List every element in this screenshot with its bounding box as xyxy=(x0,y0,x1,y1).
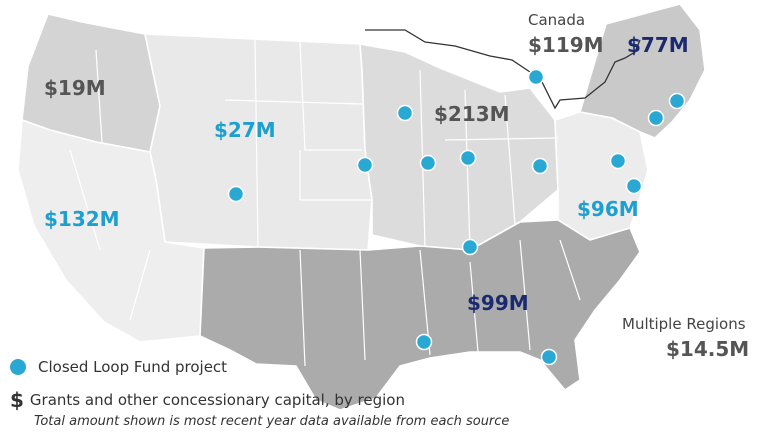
project-marker[interactable] xyxy=(609,152,627,170)
canada-label: Canada xyxy=(528,11,585,29)
multiple-regions-label: Multiple Regions xyxy=(622,315,746,333)
legend-marker-label: Closed Loop Fund project xyxy=(38,358,228,376)
project-marker[interactable] xyxy=(668,92,686,110)
dollar-icon: $ xyxy=(10,388,24,412)
canada-border xyxy=(365,29,641,110)
legend-note: Total amount shown is most recent year d… xyxy=(34,414,510,429)
region-mid-atlantic xyxy=(554,111,649,241)
project-dot-icon xyxy=(10,359,26,375)
amount-west: $132M xyxy=(44,207,120,231)
amount-mid-atlantic: $96M xyxy=(577,197,639,221)
project-marker[interactable] xyxy=(356,156,374,174)
legend: Closed Loop Fund project $ Grants and ot… xyxy=(10,358,570,429)
project-marker[interactable] xyxy=(531,157,549,175)
amount-northeast: $77M xyxy=(627,33,689,57)
project-marker[interactable] xyxy=(396,104,414,122)
region-plains xyxy=(144,33,373,251)
project-marker[interactable] xyxy=(527,68,545,86)
project-markers xyxy=(227,68,686,366)
legend-dollar-label: Grants and other concessionary capital, … xyxy=(29,391,405,409)
amount-plains: $27M xyxy=(214,118,276,142)
region-southeast xyxy=(199,219,641,411)
amount-multiple-regions: $14.5M xyxy=(666,337,749,361)
project-marker[interactable] xyxy=(647,109,665,127)
project-marker[interactable] xyxy=(415,333,433,351)
amount-southeast: $99M xyxy=(467,291,529,315)
legend-dollar-row: $ Grants and other concessionary capital… xyxy=(10,388,570,412)
project-marker[interactable] xyxy=(540,348,558,366)
amount-canada: $119M xyxy=(528,33,604,57)
amount-midwest: $213M xyxy=(434,102,510,126)
project-marker[interactable] xyxy=(459,149,477,167)
project-marker[interactable] xyxy=(419,154,437,172)
amount-northwest: $19M xyxy=(44,76,106,100)
project-marker[interactable] xyxy=(461,238,479,256)
legend-marker-row: Closed Loop Fund project xyxy=(10,358,570,376)
project-marker[interactable] xyxy=(625,177,643,195)
project-marker[interactable] xyxy=(227,185,245,203)
